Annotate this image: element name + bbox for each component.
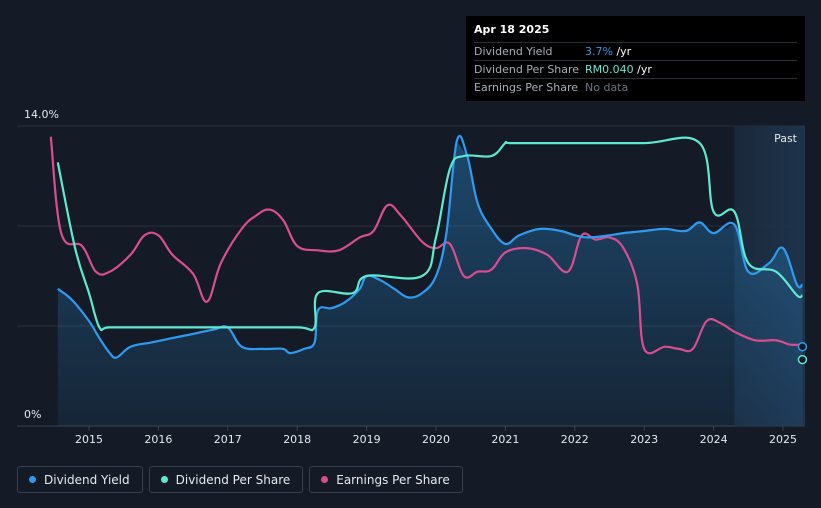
- series-line-dividend-per-share: [56, 136, 803, 332]
- x-tick-label: 2017: [214, 433, 242, 446]
- x-axis: 2015 2016 2017 2018 2019 2020 2021 2022 2023 2024…: [75, 426, 797, 446]
- series-line-earnings-per-share: [49, 136, 801, 355]
- legend-label: Earnings Per Share: [336, 472, 450, 487]
- series-lines: [49, 134, 808, 365]
- x-tick-label: 2021: [491, 433, 519, 446]
- y-tick-label-top: 14.0%: [24, 108, 59, 121]
- tooltip-label: Earnings Per Share: [474, 81, 579, 94]
- legend-dot: [29, 476, 36, 483]
- legend-item-dividend-yield[interactable]: Dividend Yield: [17, 466, 143, 493]
- tooltip: Apr 18 2025 Dividend Yield 3.7% /yr Divi…: [466, 16, 805, 101]
- tooltip-row-dividend-per-share: Dividend Per Share RM0.040 /yr: [474, 60, 797, 78]
- legend-item-earnings-per-share[interactable]: Earnings Per Share: [309, 466, 463, 493]
- tooltip-value: RM0.040: [585, 63, 634, 76]
- y-tick-label-bottom: 0%: [24, 408, 41, 421]
- x-tick-label: 2015: [75, 433, 103, 446]
- legend-label: Dividend Yield: [44, 472, 130, 487]
- x-tick-label: 2025: [769, 433, 797, 446]
- legend-dot: [160, 476, 168, 483]
- legend-dot: [321, 476, 329, 483]
- x-tick-label: 2018: [283, 433, 311, 446]
- x-tick-label: 2023: [630, 433, 658, 446]
- x-tick-label: 2019: [353, 433, 381, 446]
- tooltip-value: 3.7%: [585, 45, 613, 58]
- tooltip-unit: /yr: [612, 45, 632, 58]
- dividend-yield-area-fill: [57, 141, 803, 426]
- x-tick-label: 2016: [144, 433, 172, 446]
- legend-item-dividend-per-share[interactable]: Dividend Per Share: [148, 466, 304, 493]
- tooltip-label: Dividend Per Share: [474, 63, 580, 76]
- tooltip-unit: /yr: [633, 63, 652, 76]
- legend: Dividend Yield Dividend Per Share Earnin…: [17, 466, 463, 493]
- end-marker-dividend-per-share: [797, 354, 808, 365]
- dividend-yield-area: [57, 141, 803, 426]
- legend-label: Dividend Per Share: [175, 472, 291, 487]
- tooltip-label: Dividend Yield: [474, 45, 553, 58]
- x-tick-label: 2020: [422, 433, 450, 446]
- series-line-dividend-yield: [57, 134, 804, 359]
- tooltip-row-dividend-yield: Dividend Yield 3.7% /yr: [474, 42, 797, 60]
- tooltip-value: No data: [585, 81, 629, 94]
- past-label: Past: [774, 132, 798, 145]
- end-marker-dividend-yield: [797, 341, 808, 352]
- tooltip-date: Apr 18 2025: [474, 23, 550, 36]
- x-tick-label: 2024: [700, 433, 728, 446]
- tooltip-row-earnings-per-share: Earnings Per Share No data: [474, 78, 797, 96]
- x-tick-label: 2022: [561, 433, 589, 446]
